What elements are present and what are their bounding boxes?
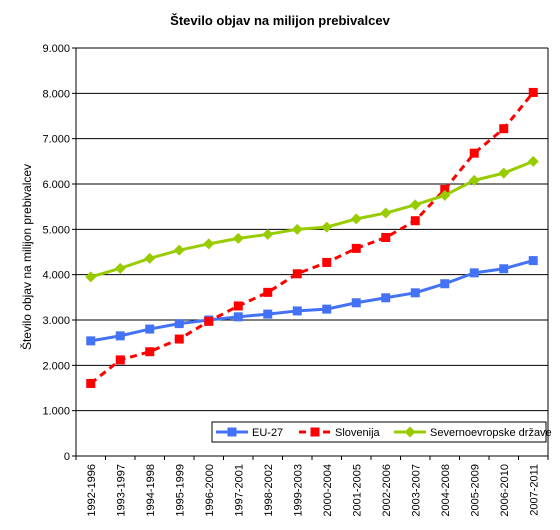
data-point [469,268,479,278]
x-tick-label: 2006-2010 [499,464,511,517]
data-point [351,243,361,253]
legend-item: Slovenija [299,427,381,439]
data-point [115,355,125,365]
legend-swatch-marker [310,427,320,437]
legend-label: Severnoevropske države [430,427,552,439]
y-tick-label: 3.000 [42,315,70,327]
data-point [409,199,421,211]
series-line [90,259,534,343]
data-point [410,216,420,226]
x-tick-label: 1995-1999 [174,464,186,517]
data-point [528,87,538,97]
data-point [469,148,479,158]
data-point [498,167,510,179]
data-point [114,262,126,274]
y-tick-label: 9.000 [42,43,70,55]
data-point [410,288,420,298]
data-point [144,252,156,264]
legend-item: EU-27 [216,427,283,439]
series-3 [85,155,539,283]
series-layer [85,87,539,388]
data-point [203,238,215,250]
data-point [440,184,450,194]
data-point [439,189,451,201]
data-point [145,347,155,357]
series-2 [86,87,538,388]
data-point [174,334,184,344]
legend-swatch-marker [227,427,237,437]
x-tick-label: 1994-1998 [145,464,157,517]
data-point [380,207,392,219]
data-point [321,221,333,233]
data-point [322,304,332,314]
series-line [89,91,535,385]
data-point [232,232,244,244]
data-point [233,301,243,311]
y-tick-label: 2.000 [42,360,70,372]
x-tick-label: 1993-1997 [115,464,127,517]
data-point [350,213,362,225]
data-point [499,264,509,274]
legend-label: Slovenija [335,427,381,439]
axes: 0 1.000 2.000 3.000 4.000 5.000 6.000 7.000 8.00… [42,43,549,517]
data-point [115,331,125,341]
chart-title: Število objav na milijon prebivalcev [170,13,390,28]
y-tick-label: 1.000 [42,406,70,418]
data-point [145,324,155,334]
data-point [233,312,243,322]
data-point [528,256,538,266]
x-tick-label: 1996-2000 [204,464,216,517]
data-point [291,223,303,235]
x-tick-label: 1992-1996 [86,464,98,517]
x-tick-label: 2003-2007 [410,464,422,517]
data-point [527,155,539,167]
y-tick-label: 7.000 [42,134,70,146]
x-tick-label: 2001-2005 [351,464,363,517]
y-tick-label: 6.000 [42,179,70,191]
data-point [322,257,332,267]
x-tick-label: 1997-2001 [233,464,245,517]
x-tick-label: 2000-2004 [322,464,334,517]
x-tick-label: 1998-2002 [263,464,275,517]
data-point [86,336,96,346]
series-1 [86,256,538,346]
data-point [86,378,96,388]
data-point [381,293,391,303]
data-point [262,228,274,240]
data-point [468,174,480,186]
data-point [292,306,302,316]
legend: EU-27 Slovenija Severnoevropske države [211,421,552,443]
legend-item: Severnoevropske države [394,426,552,439]
y-tick-label: 4.000 [42,270,70,282]
data-point [351,298,361,308]
data-point [85,271,97,283]
data-point [381,232,391,242]
x-tick-label: 2007-2011 [528,464,540,516]
x-tick-label: 2004-2008 [440,464,452,517]
y-tick-label: 8.000 [42,88,70,100]
data-point [173,244,185,256]
legend-label: EU-27 [252,427,283,439]
data-point [263,309,273,319]
data-point [174,319,184,329]
x-tick-label: 1999-2003 [292,464,304,517]
y-tick-label: 0 [64,451,70,463]
data-point [263,287,273,297]
x-tick-label: 2002-2006 [381,464,393,517]
data-point [499,124,509,134]
y-axis-label: Število objav na milijon prebivalcev [19,164,34,350]
legend-swatch-marker [404,426,416,438]
series-line [90,159,534,279]
data-point [204,316,214,326]
legend-box [211,421,547,443]
data-point [292,269,302,279]
x-tick-label: 2005-2009 [469,464,481,517]
y-tick-label: 5.000 [42,224,70,236]
data-point [440,279,450,289]
